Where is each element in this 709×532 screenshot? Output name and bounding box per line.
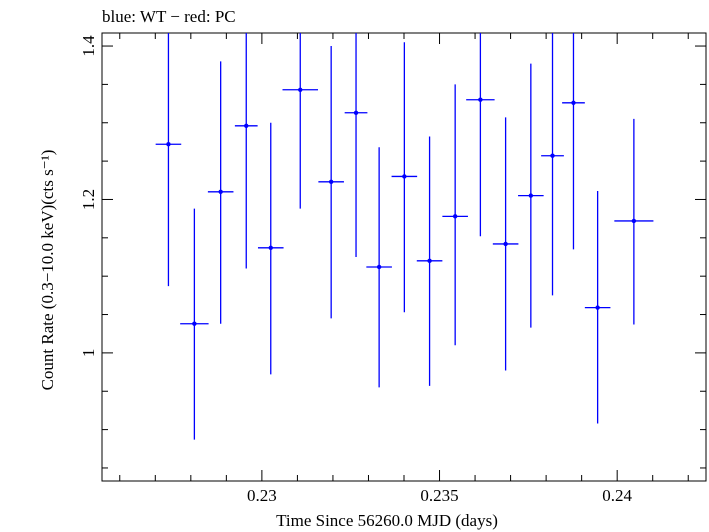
data-point bbox=[541, 33, 564, 296]
data-point bbox=[492, 117, 519, 371]
data-point bbox=[366, 147, 392, 388]
x-tick-label: 0.23 bbox=[247, 486, 277, 505]
point-marker bbox=[166, 142, 171, 147]
point-marker bbox=[528, 193, 534, 198]
x-tick-label: 0.24 bbox=[602, 486, 632, 505]
y-axis-label: Count Rate (0.3−10.0 keV)(cts s⁻¹) bbox=[38, 150, 57, 391]
data-point bbox=[207, 61, 234, 324]
data-point bbox=[282, 33, 319, 209]
point-marker bbox=[571, 100, 576, 106]
data-point bbox=[234, 33, 258, 269]
point-marker bbox=[192, 321, 197, 326]
data-point bbox=[562, 33, 585, 250]
data-point bbox=[416, 136, 443, 386]
x-axis-label: Time Since 56260.0 MJD (days) bbox=[276, 511, 498, 530]
data-point bbox=[518, 63, 544, 328]
data-point bbox=[391, 42, 418, 313]
data-point bbox=[584, 191, 611, 424]
x-tick-label: 0.235 bbox=[420, 486, 458, 505]
chart-title: blue: WT − red: PC bbox=[102, 7, 236, 26]
data-point bbox=[442, 84, 468, 346]
y-tick-label: 1.4 bbox=[79, 35, 98, 57]
point-marker bbox=[218, 189, 223, 194]
point-marker bbox=[631, 218, 637, 224]
data-point bbox=[155, 33, 182, 287]
point-marker bbox=[452, 214, 458, 219]
data-series bbox=[155, 33, 654, 440]
y-tick-label: 1 bbox=[79, 349, 98, 358]
data-point bbox=[180, 208, 209, 440]
data-point bbox=[318, 46, 344, 319]
point-marker bbox=[268, 245, 273, 250]
axis-ticks: 0.23 0.235 0.24 1 1.2 1.4 bbox=[79, 33, 706, 505]
point-marker bbox=[550, 153, 555, 158]
data-point bbox=[614, 118, 654, 325]
point-marker bbox=[478, 97, 483, 102]
point-marker bbox=[244, 123, 249, 129]
data-point bbox=[344, 33, 368, 257]
point-marker bbox=[503, 241, 508, 247]
point-marker bbox=[353, 110, 359, 115]
point-marker bbox=[402, 174, 407, 179]
point-marker bbox=[427, 258, 432, 264]
point-marker bbox=[595, 305, 600, 310]
y-tick-label: 1.2 bbox=[79, 189, 98, 210]
point-marker bbox=[328, 179, 334, 185]
data-point bbox=[466, 33, 495, 237]
point-marker bbox=[376, 264, 382, 270]
point-marker bbox=[298, 87, 303, 92]
data-point bbox=[257, 122, 284, 375]
